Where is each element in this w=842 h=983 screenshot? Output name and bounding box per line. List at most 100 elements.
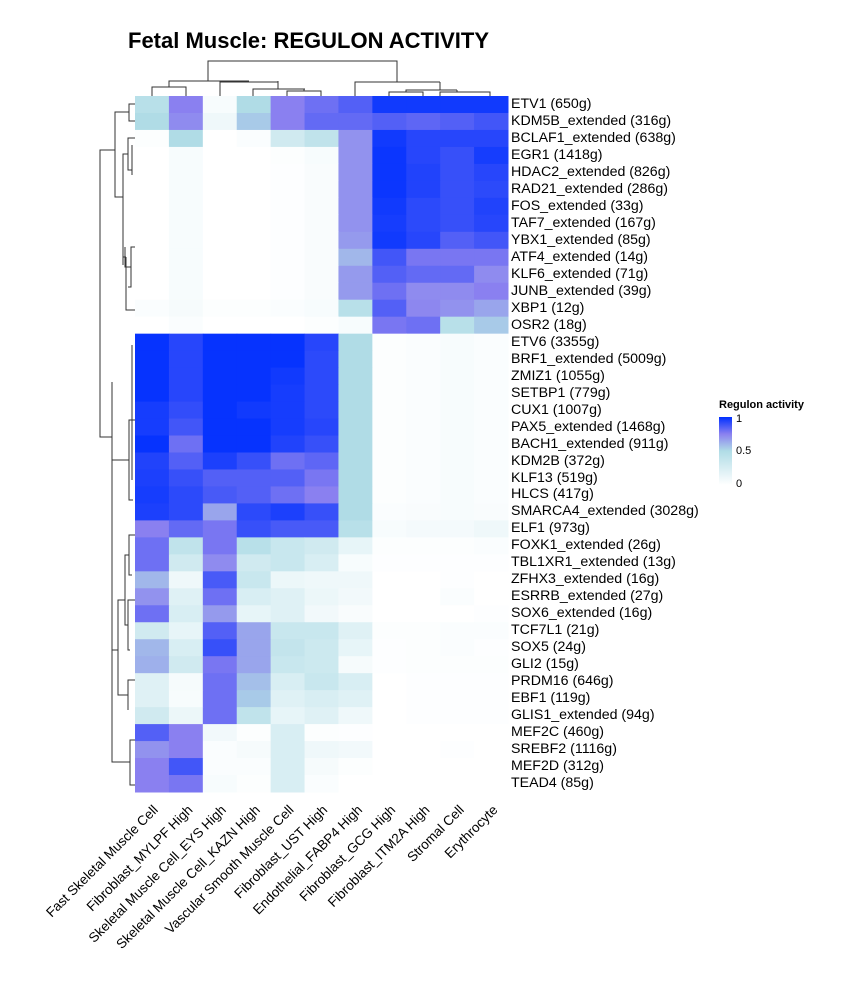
heatmap-cell bbox=[474, 775, 509, 793]
heatmap-cell bbox=[236, 401, 272, 420]
heatmap-cell bbox=[135, 214, 170, 233]
heatmap-cell bbox=[202, 146, 238, 165]
heatmap-cell bbox=[406, 554, 441, 572]
heatmap-cell bbox=[474, 214, 509, 233]
heatmap-cell bbox=[338, 554, 373, 572]
heatmap-cell bbox=[474, 707, 509, 725]
heatmap-cell bbox=[338, 180, 373, 199]
heatmap-cell bbox=[304, 673, 339, 691]
heatmap-cell bbox=[474, 622, 509, 640]
heatmap-cell bbox=[338, 197, 373, 216]
heatmap-cell bbox=[338, 282, 373, 301]
heatmap-cell bbox=[474, 384, 509, 403]
heatmap-cell bbox=[474, 503, 509, 521]
heatmap-cell bbox=[202, 588, 238, 606]
heatmap-cell bbox=[372, 96, 407, 114]
heatmap-cell bbox=[474, 248, 509, 267]
heatmap-cell bbox=[474, 758, 509, 776]
row-label: MEF2C (460g) bbox=[511, 724, 605, 741]
heatmap-cell bbox=[304, 758, 339, 776]
heatmap-cell bbox=[135, 486, 170, 504]
heatmap-cell bbox=[338, 605, 373, 623]
heatmap-cell bbox=[202, 265, 238, 284]
heatmap-cell bbox=[406, 469, 441, 487]
heatmap-cell bbox=[372, 146, 407, 165]
heatmap-cell bbox=[474, 112, 509, 131]
heatmap-cell bbox=[270, 112, 306, 131]
heatmap-cell bbox=[304, 724, 339, 742]
heatmap-cell bbox=[270, 299, 306, 318]
heatmap-cell bbox=[406, 180, 441, 199]
heatmap-cell bbox=[406, 741, 441, 759]
heatmap-cell bbox=[372, 384, 407, 403]
heatmap-cell bbox=[135, 112, 170, 131]
heatmap-cell bbox=[440, 367, 475, 386]
heatmap-cell bbox=[474, 350, 509, 369]
heatmap-cell bbox=[338, 707, 373, 725]
heatmap-cell bbox=[168, 537, 204, 555]
heatmap-cell bbox=[474, 129, 509, 148]
heatmap-cell bbox=[474, 418, 509, 437]
row-label: TBL1XR1_extended (13g) bbox=[511, 554, 676, 571]
legend-title: Regulon activity bbox=[719, 399, 804, 411]
heatmap-cell bbox=[236, 180, 272, 199]
heatmap-cell bbox=[270, 197, 306, 216]
heatmap-cell bbox=[168, 248, 204, 267]
heatmap-cell bbox=[236, 418, 272, 437]
heatmap-cell bbox=[372, 503, 407, 521]
heatmap-cell bbox=[304, 775, 339, 793]
heatmap-cell bbox=[338, 486, 373, 504]
heatmap-cell bbox=[440, 452, 475, 470]
heatmap-cell bbox=[406, 129, 441, 148]
row-label: GLIS1_extended (94g) bbox=[511, 707, 655, 724]
heatmap-cell bbox=[168, 316, 204, 335]
heatmap-cell bbox=[168, 588, 204, 606]
heatmap-cell bbox=[270, 571, 306, 589]
heatmap-cell bbox=[474, 163, 509, 182]
heatmap-cell bbox=[338, 418, 373, 437]
heatmap-cell bbox=[135, 367, 170, 386]
heatmap-cell bbox=[440, 656, 475, 674]
heatmap-cell bbox=[474, 180, 509, 199]
heatmap-cell bbox=[168, 741, 204, 759]
heatmap-cell bbox=[440, 690, 475, 708]
heatmap-cell bbox=[304, 384, 339, 403]
heatmap-cell bbox=[236, 469, 272, 487]
heatmap-cell bbox=[304, 656, 339, 674]
heatmap-cell bbox=[304, 112, 339, 131]
heatmap-cell bbox=[270, 214, 306, 233]
heatmap-cell bbox=[372, 316, 407, 335]
heatmap-cell bbox=[270, 146, 306, 165]
heatmap-cell bbox=[236, 248, 272, 267]
heatmap-cell bbox=[372, 758, 407, 776]
row-label: OSR2 (18g) bbox=[511, 316, 587, 333]
heatmap-cell bbox=[372, 248, 407, 267]
heatmap-cell bbox=[338, 724, 373, 742]
heatmap-cell bbox=[236, 690, 272, 708]
heatmap-cell bbox=[406, 486, 441, 504]
heatmap-cell bbox=[168, 214, 204, 233]
heatmap-cell bbox=[202, 401, 238, 420]
heatmap-cell bbox=[168, 775, 204, 793]
heatmap-cell bbox=[236, 639, 272, 657]
heatmap-cell bbox=[236, 758, 272, 776]
heatmap-cell bbox=[202, 214, 238, 233]
heatmap-cell bbox=[406, 401, 441, 420]
heatmap-cell bbox=[135, 452, 170, 470]
heatmap-cell bbox=[202, 605, 238, 623]
heatmap-cell bbox=[270, 96, 306, 114]
heatmap-cell bbox=[304, 163, 339, 182]
heatmap-cell bbox=[304, 571, 339, 589]
heatmap-cell bbox=[236, 452, 272, 470]
row-label: BACH1_extended (911g) bbox=[511, 435, 669, 452]
heatmap-cell bbox=[474, 520, 509, 538]
heatmap-cell bbox=[168, 163, 204, 182]
heatmap-cell bbox=[474, 435, 509, 453]
heatmap-cell bbox=[440, 96, 475, 114]
heatmap-cell bbox=[202, 758, 238, 776]
heatmap-cell bbox=[440, 316, 475, 335]
legend-tick-1: 1 bbox=[736, 413, 743, 425]
heatmap-cell bbox=[304, 622, 339, 640]
row-label: SETBP1 (779g) bbox=[511, 384, 611, 401]
heatmap-cell bbox=[440, 520, 475, 538]
